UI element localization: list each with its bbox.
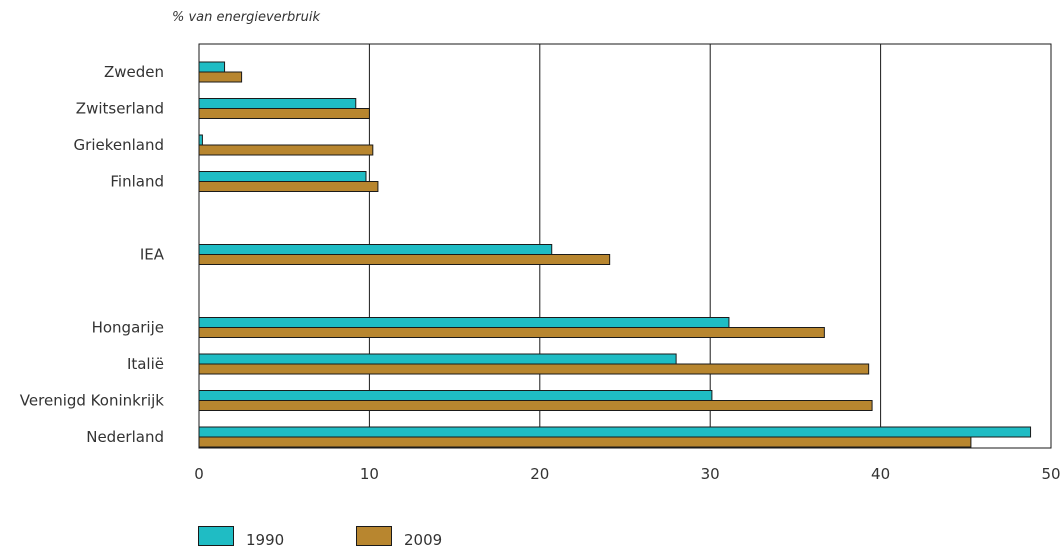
bar-1990	[198, 353, 677, 365]
bar-1990	[198, 98, 357, 109]
bar-2009	[198, 144, 374, 156]
legend-swatch-2009	[356, 526, 392, 546]
bar-1990	[198, 390, 713, 401]
bar-2009	[198, 181, 379, 192]
category-label: IEA	[140, 246, 165, 264]
x-tick-label: 30	[701, 465, 720, 483]
bar-1990	[198, 244, 553, 255]
bar-2009	[198, 108, 370, 119]
x-tick-label: 50	[1041, 465, 1060, 483]
bar-2009	[198, 327, 825, 338]
x-tick-label: 20	[530, 465, 549, 483]
bar-1990	[198, 171, 367, 182]
bar-1990	[198, 317, 730, 328]
category-label: Finland	[110, 173, 164, 191]
legend-label-1990: 1990	[246, 531, 285, 549]
category-label: Verenigd Koninkrijk	[20, 392, 165, 410]
category-label: Griekenland	[74, 136, 164, 154]
category-label: Hongarije	[92, 319, 164, 337]
unit-label: % van energieverbruik	[172, 10, 320, 25]
bar-chart: 0 10 20 30 40 50 Zweden Zwitserland Griekenland F…	[20, 43, 1061, 483]
bar-1990	[198, 61, 226, 73]
category-label: Italië	[127, 355, 164, 373]
legend-swatch-1990	[198, 526, 234, 546]
bar-2009	[198, 436, 972, 448]
bar-2009	[198, 71, 243, 83]
category-label: Nederland	[86, 428, 164, 446]
x-tick-label: 0	[194, 465, 204, 483]
legend-label-2009: 2009	[404, 531, 443, 549]
category-label: Zwitserland	[76, 100, 164, 118]
x-tick-label: 10	[360, 465, 379, 483]
x-tick-label: 40	[871, 465, 890, 483]
bar-1990	[198, 426, 1032, 438]
bar-2009	[198, 363, 870, 375]
bar-2009	[198, 400, 873, 411]
bar-2009	[198, 254, 611, 265]
bar-1990	[198, 134, 203, 146]
category-label: Zweden	[104, 63, 164, 81]
